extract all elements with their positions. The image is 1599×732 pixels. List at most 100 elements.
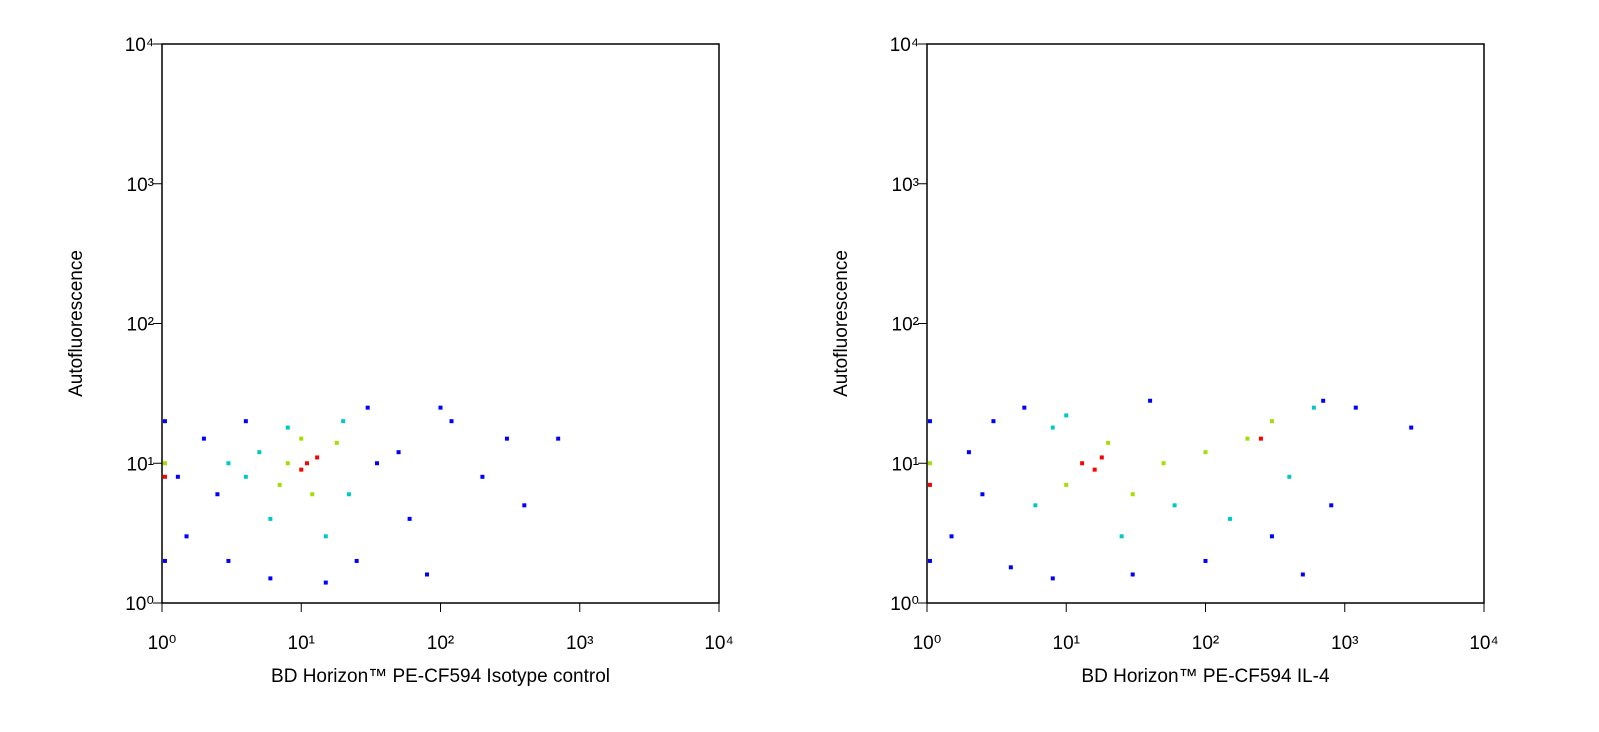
event-dot [1172,503,1177,508]
event-dot [449,419,454,424]
event-dot [522,503,527,508]
event-dot [175,474,180,479]
event-dot [1033,503,1038,508]
event-dot [991,419,996,424]
event-dot [365,405,370,410]
event-dot [1321,398,1326,403]
event-dot [504,436,509,441]
x-tick-label: 10¹ [288,633,315,654]
event-dot [1064,413,1069,418]
y-axis-label: Autofluorescence [66,250,87,397]
event-dot [315,455,320,460]
event-dot [438,405,443,410]
x-axis-label: BD Horizon™ PE-CF594 IL-4 [1081,666,1330,687]
event-dot [1245,436,1250,441]
event-dot [268,576,273,581]
event-dot [407,516,412,521]
event-dot [201,436,206,441]
y-tick-label: 10¹ [892,454,919,475]
event-dot [556,436,561,441]
y-axis-label: Autofluorescence [831,250,852,397]
x-tick-label: 10³ [566,633,593,654]
x-axis-label: BD Horizon™ PE-CF594 Isotype control [271,666,610,687]
y-tick-label: 10¹ [127,454,154,475]
event-dot [323,534,328,539]
event-dot [1130,572,1135,577]
event-dot [1119,534,1124,539]
event-dot [162,419,167,424]
event-dot [285,425,290,430]
event-dot [299,467,304,472]
x-tick-label: 10¹ [1053,633,1080,654]
event-dot [1008,565,1013,570]
event-dot [927,419,932,424]
x-tick-label: 10⁰ [913,633,942,654]
event-dot [299,436,304,441]
event-dot [354,558,359,563]
event-dot [226,461,231,466]
event-dot [1228,516,1233,521]
y-tick-label: 10⁴ [125,35,154,56]
event-dot [1080,461,1085,466]
x-tick-label: 10² [427,633,454,654]
event-dot [305,461,310,466]
event-dot [1022,405,1027,410]
event-dot [1130,492,1135,497]
event-dot [927,461,932,466]
event-dot [1269,419,1274,424]
event-dot [396,450,401,455]
event-dot [1258,436,1263,441]
event-dot [277,482,282,487]
event-dot [1300,572,1305,577]
event-dot [243,474,248,479]
x-tick-label: 10⁰ [148,633,177,654]
y-tick-label: 10² [892,315,919,336]
x-tick-label: 10⁴ [704,633,733,654]
event-dot [927,558,932,563]
event-dot [285,461,290,466]
event-dot [268,516,273,521]
event-dot [980,492,985,497]
y-tick-label: 10³ [892,175,919,196]
event-dot [162,474,167,479]
event-dot [162,558,167,563]
event-dot [310,492,315,497]
y-tick-label: 10⁰ [890,594,919,615]
event-dot [1203,558,1208,563]
event-dot [949,534,954,539]
event-dot [1161,461,1166,466]
event-dot [243,419,248,424]
event-dot [184,534,189,539]
event-dot [1269,534,1274,539]
event-dot [425,572,430,577]
x-tick-label: 10³ [1331,633,1358,654]
event-dot [1064,482,1069,487]
event-dot [334,440,339,445]
plot-frame [161,43,720,604]
event-dot [1050,425,1055,430]
y-tick-label: 10² [127,315,154,336]
y-tick-label: 10³ [127,175,154,196]
event-dot [1092,467,1097,472]
event-dot [1353,405,1358,410]
event-dot [226,558,231,563]
event-dot [1409,425,1414,430]
event-dot [927,482,932,487]
event-dot [1311,405,1316,410]
event-dot [1287,474,1292,479]
event-dot [1148,398,1153,403]
event-dot [966,450,971,455]
plot-frame [926,43,1485,604]
event-dot [323,580,328,585]
event-dot [1203,450,1208,455]
event-dot [215,492,220,497]
event-dot [346,492,351,497]
event-dot [480,474,485,479]
event-dot [257,450,262,455]
y-tick-label: 10⁴ [890,35,919,56]
x-tick-label: 10² [1192,633,1219,654]
event-dot [375,461,380,466]
event-dot [341,419,346,424]
event-dot [1329,503,1334,508]
